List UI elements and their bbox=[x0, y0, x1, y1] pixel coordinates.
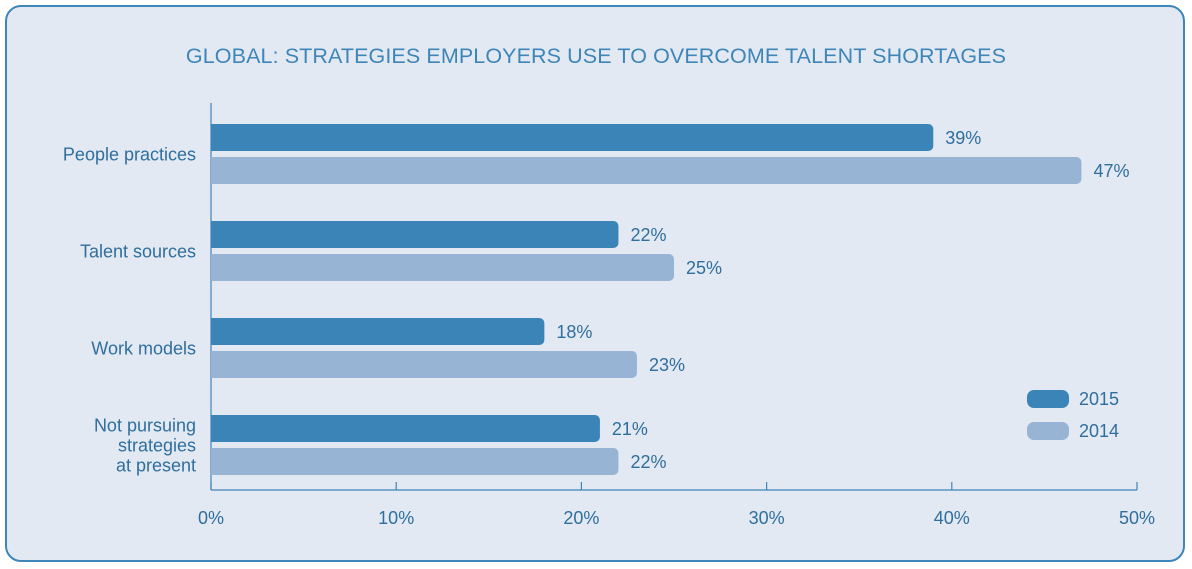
x-tick-label: 0% bbox=[198, 508, 224, 528]
value-label: 47% bbox=[1093, 161, 1129, 181]
bar-cap bbox=[211, 221, 219, 248]
value-label: 23% bbox=[649, 355, 685, 375]
legend-label-2014: 2014 bbox=[1079, 421, 1119, 441]
bar-2014 bbox=[211, 157, 1082, 184]
bar-2015 bbox=[211, 415, 600, 442]
legend: 2015 2014 bbox=[1027, 389, 1119, 441]
bars bbox=[211, 124, 1082, 475]
bar-cap bbox=[211, 157, 219, 184]
category-label: Work models bbox=[91, 339, 196, 359]
x-tick-label: 30% bbox=[749, 508, 785, 528]
bar-cap bbox=[211, 318, 219, 345]
bar-2015 bbox=[211, 221, 619, 248]
value-label: 21% bbox=[612, 419, 648, 439]
legend-label-2015: 2015 bbox=[1079, 389, 1119, 409]
legend-swatch-2015 bbox=[1027, 390, 1069, 408]
category-label: Not pursuing strategies at present bbox=[94, 416, 196, 476]
category-label: People practices bbox=[63, 145, 196, 165]
axes: 0% 10% 20% 30% 40% 50% bbox=[198, 103, 1155, 528]
value-label: 22% bbox=[630, 452, 666, 472]
labels: 39% 47% People practices 22% 25% Talent sourc… bbox=[63, 128, 1130, 476]
bar-cap bbox=[211, 254, 219, 281]
bar-cap bbox=[211, 448, 219, 475]
x-tick-label: 20% bbox=[563, 508, 599, 528]
x-tick-label: 40% bbox=[934, 508, 970, 528]
x-tick-label: 10% bbox=[378, 508, 414, 528]
bar-cap bbox=[211, 351, 219, 378]
chart-title: GLOBAL: STRATEGIES EMPLOYERS USE TO OVER… bbox=[185, 44, 1007, 68]
bar-cap bbox=[211, 124, 219, 151]
value-label: 22% bbox=[630, 225, 666, 245]
value-label: 18% bbox=[556, 322, 592, 342]
bar-2014 bbox=[211, 351, 637, 378]
bar-cap bbox=[211, 415, 219, 442]
value-label: 25% bbox=[686, 258, 722, 278]
bar-2015 bbox=[211, 124, 934, 151]
bar-2014 bbox=[211, 254, 674, 281]
x-tick-label: 50% bbox=[1119, 508, 1155, 528]
bar-2015 bbox=[211, 318, 545, 345]
legend-swatch-2014 bbox=[1027, 422, 1069, 440]
bar-2014 bbox=[211, 448, 619, 475]
category-label: Talent sources bbox=[80, 242, 196, 262]
value-label: 39% bbox=[945, 128, 981, 148]
